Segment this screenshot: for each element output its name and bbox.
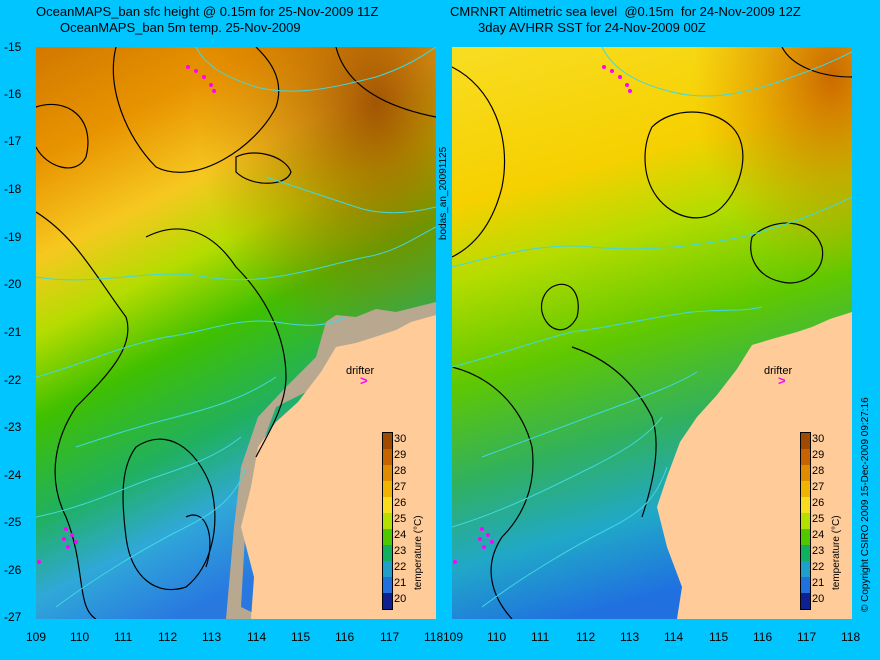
lat-tick: -24 bbox=[4, 468, 22, 482]
colorbar-segment bbox=[801, 593, 810, 609]
lat-tick: -23 bbox=[4, 420, 22, 434]
lon-tick: 117 bbox=[797, 630, 817, 644]
colorbar-segment bbox=[801, 481, 810, 497]
colorbar-segment bbox=[801, 433, 810, 449]
colorbar-label: 23 bbox=[812, 545, 825, 557]
lon-tick: 117 bbox=[380, 630, 400, 644]
right-title-line2: 3day AVHRR SST for 24-Nov-2009 00Z bbox=[478, 20, 706, 35]
colorbar-label: 30 bbox=[394, 433, 407, 445]
colorbar-segment bbox=[383, 449, 392, 465]
lon-tick: 115 bbox=[291, 630, 311, 644]
colorbar-segment bbox=[383, 561, 392, 577]
lat-tick: -27 bbox=[4, 610, 22, 624]
colorbar-segment bbox=[801, 449, 810, 465]
colorbar-label: 24 bbox=[812, 529, 825, 541]
left-map-panel: drifter > bbox=[36, 47, 436, 619]
colorbar-segment bbox=[801, 577, 810, 593]
lon-tick: 109 bbox=[26, 630, 47, 644]
lat-tick: -18 bbox=[4, 182, 22, 196]
lon-tick: 111 bbox=[531, 630, 550, 644]
colorbar-label: 28 bbox=[812, 465, 825, 477]
lon-tick: 113 bbox=[202, 630, 222, 644]
lat-tick: -15 bbox=[4, 40, 22, 54]
lon-tick: 112 bbox=[576, 630, 596, 644]
lat-tick: -21 bbox=[4, 325, 22, 339]
colorbar-segment bbox=[383, 593, 392, 609]
right-drifter-label: drifter bbox=[764, 365, 793, 377]
lat-tick: -16 bbox=[4, 87, 22, 101]
colorbar-label: 27 bbox=[394, 481, 407, 493]
lat-tick: -25 bbox=[4, 515, 22, 529]
right-drifter-marker-icon: > bbox=[778, 373, 786, 388]
right-map-graphic bbox=[452, 47, 852, 619]
lon-tick: 116 bbox=[753, 630, 773, 644]
colorbar-segment bbox=[383, 465, 392, 481]
lat-tick: -20 bbox=[4, 277, 22, 291]
left-title-line1: OceanMAPS_ban sfc height @ 0.15m for 25-… bbox=[36, 4, 379, 19]
lat-tick: -17 bbox=[4, 134, 22, 148]
colorbar-segment bbox=[801, 561, 810, 577]
colorbar-segment bbox=[801, 513, 810, 529]
lat-tick: -22 bbox=[4, 373, 22, 387]
colorbar-label: 29 bbox=[812, 449, 825, 461]
colorbar-segment bbox=[383, 433, 392, 449]
colorbar-label: 30 bbox=[812, 433, 825, 445]
colorbar-label: 26 bbox=[394, 497, 407, 509]
lat-tick: -26 bbox=[4, 563, 22, 577]
colorbar-label: 25 bbox=[812, 513, 825, 525]
copyright-label: © Copyright CSIRO 2009 15-Dec-2009 09:27… bbox=[860, 397, 871, 612]
colorbar-segment bbox=[383, 577, 392, 593]
left-title-line2: OceanMAPS_ban 5m temp. 25-Nov-2009 bbox=[60, 20, 301, 35]
lon-tick: 113 bbox=[620, 630, 640, 644]
lon-tick: 116 bbox=[335, 630, 355, 644]
colorbar-label: 21 bbox=[394, 577, 407, 589]
colorbar-label: 27 bbox=[812, 481, 825, 493]
lon-tick: 118 bbox=[841, 630, 861, 644]
colorbar-segment bbox=[383, 529, 392, 545]
lon-tick: 110 bbox=[487, 630, 507, 644]
right-map-panel: drifter > bbox=[452, 47, 852, 619]
colorbar-segment bbox=[801, 545, 810, 561]
colorbar-label: 24 bbox=[394, 529, 407, 541]
colorbar-label: 29 bbox=[394, 449, 407, 461]
lon-tick: 115 bbox=[709, 630, 729, 644]
left-colorbar-bar bbox=[382, 432, 393, 610]
colorbar-label: 25 bbox=[394, 513, 407, 525]
colorbar-label: 22 bbox=[812, 561, 825, 573]
lon-tick: 111 bbox=[114, 630, 133, 644]
colorbar-label: 21 bbox=[812, 577, 825, 589]
colorbar-label: 20 bbox=[812, 593, 825, 605]
colorbar-segment bbox=[383, 481, 392, 497]
colorbar-label: 23 bbox=[394, 545, 407, 557]
left-drifter-marker-icon: > bbox=[360, 373, 368, 388]
colorbar-segment bbox=[801, 529, 810, 545]
colorbar-label: 28 bbox=[394, 465, 407, 477]
colorbar-segment bbox=[383, 513, 392, 529]
colorbar-segment bbox=[801, 465, 810, 481]
colorbar-segment bbox=[801, 497, 810, 513]
lat-tick: -19 bbox=[4, 230, 22, 244]
lon-tick: 114 bbox=[664, 630, 684, 644]
left-map-graphic bbox=[36, 47, 436, 619]
lon-tick: 114 bbox=[247, 630, 267, 644]
colorbar-label: 20 bbox=[394, 593, 407, 605]
right-colorbar-bar bbox=[800, 432, 811, 610]
colorbar-label: 26 bbox=[812, 497, 825, 509]
lon-tick: 110 bbox=[70, 630, 90, 644]
lon-tick: 112 bbox=[158, 630, 178, 644]
colorbar-title: temperature (°C) bbox=[831, 515, 842, 590]
colorbar-segment bbox=[383, 497, 392, 513]
colorbar-title: temperature (°C) bbox=[413, 515, 424, 590]
lon-tick: 118 bbox=[424, 630, 444, 644]
colorbar-label: 22 bbox=[394, 561, 407, 573]
right-title-line1: CMRNRT Altimetric sea level @0.15m for 2… bbox=[450, 4, 801, 19]
lon-tick: 109 bbox=[443, 630, 464, 644]
colorbar-segment bbox=[383, 545, 392, 561]
left-drifter-label: drifter bbox=[346, 365, 375, 377]
center-vertical-label: bodas_an_20091125 bbox=[438, 146, 449, 240]
